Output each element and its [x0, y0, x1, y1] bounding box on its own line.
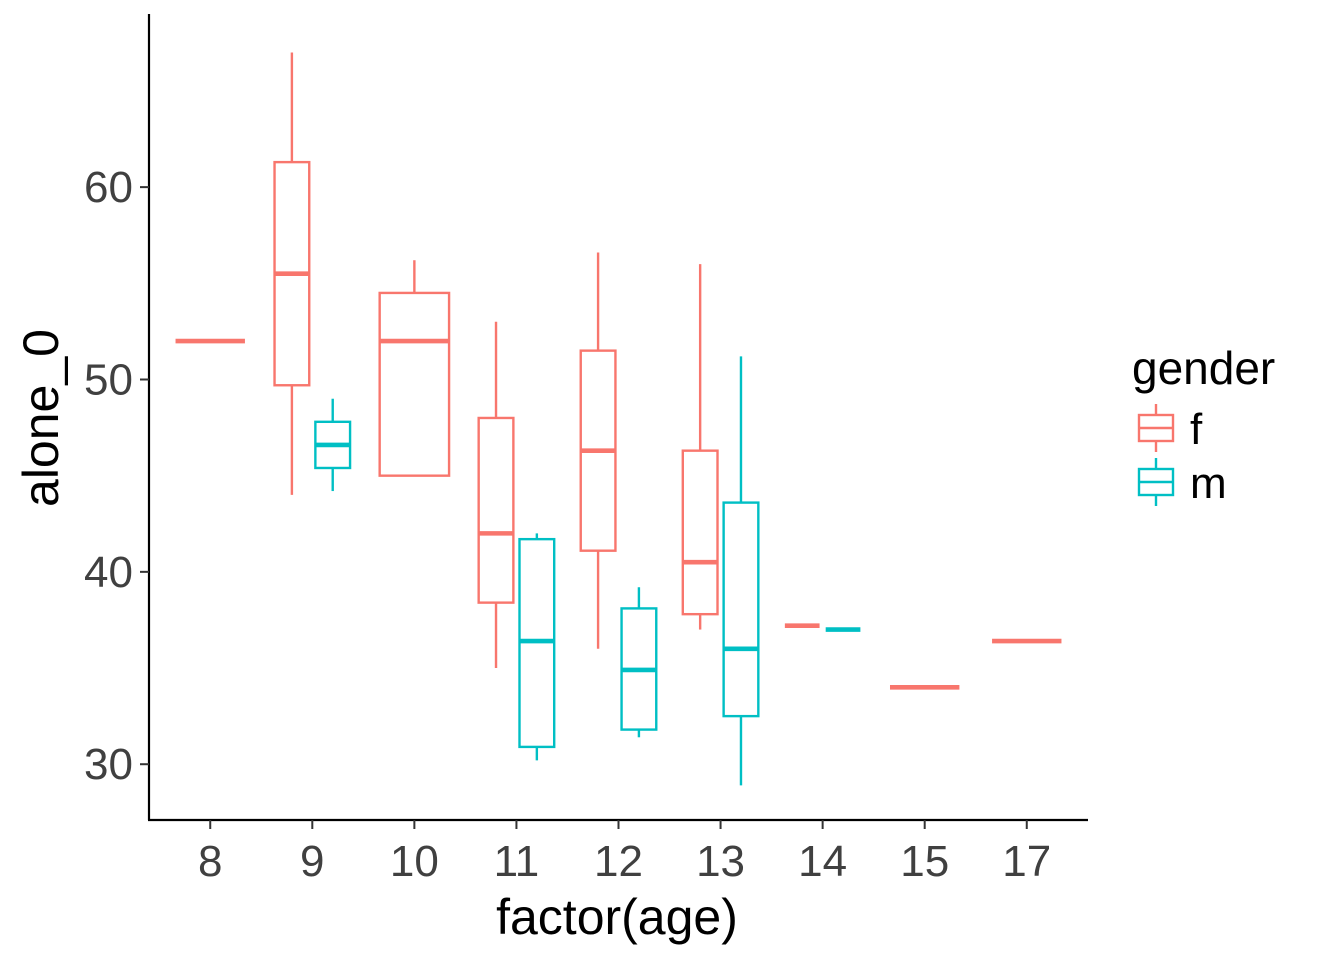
- x-tick-label: 17: [1002, 837, 1051, 886]
- y-axis-ticks: 30 40 50 60: [84, 163, 149, 789]
- legend-item-m: m: [1137, 458, 1227, 508]
- box-m-age-11: [518, 533, 556, 761]
- x-tick-label: 8: [198, 837, 222, 886]
- y-axis-title: alone_0: [13, 329, 69, 507]
- box-f-age-11: [477, 321, 515, 669]
- box-body: [722, 501, 760, 718]
- y-tick-label: 60: [84, 163, 133, 212]
- box-body: [378, 291, 451, 477]
- x-tick-label: 9: [300, 837, 324, 886]
- box-f-age-13: [681, 264, 719, 630]
- box-f-age-12: [579, 252, 617, 649]
- axes: [147, 14, 1088, 822]
- x-tick-label: 15: [900, 837, 949, 886]
- x-tick-label: 12: [594, 837, 643, 886]
- x-tick-label: 11: [494, 837, 540, 886]
- x-axis-ticks: 8 9 10 11 12 13 14 15 17: [198, 820, 1051, 886]
- y-tick-label: 50: [84, 355, 133, 404]
- box-m-age-13: [722, 356, 760, 786]
- box-m-age-12: [620, 587, 658, 738]
- legend-title: gender: [1132, 342, 1275, 394]
- x-tick-label: 10: [390, 837, 439, 886]
- box-body: [681, 449, 719, 616]
- box-body: [477, 416, 515, 604]
- y-tick-label: 40: [84, 548, 133, 597]
- plot-area: [175, 52, 1062, 786]
- x-tick-label: 13: [696, 837, 745, 886]
- x-tick-label: 14: [798, 837, 847, 886]
- box-m-age-9: [314, 398, 352, 492]
- x-axis-title: factor(age): [496, 889, 738, 945]
- box-f-age-10: [378, 260, 451, 477]
- legend-item-f: f: [1137, 404, 1203, 454]
- y-tick-label: 30: [84, 740, 133, 789]
- legend-label-m: m: [1190, 459, 1227, 508]
- legend-label-f: f: [1190, 405, 1203, 454]
- legend-items: fm: [1137, 404, 1227, 508]
- legend: gender fm: [1132, 342, 1275, 508]
- box-f-age-9: [273, 52, 311, 495]
